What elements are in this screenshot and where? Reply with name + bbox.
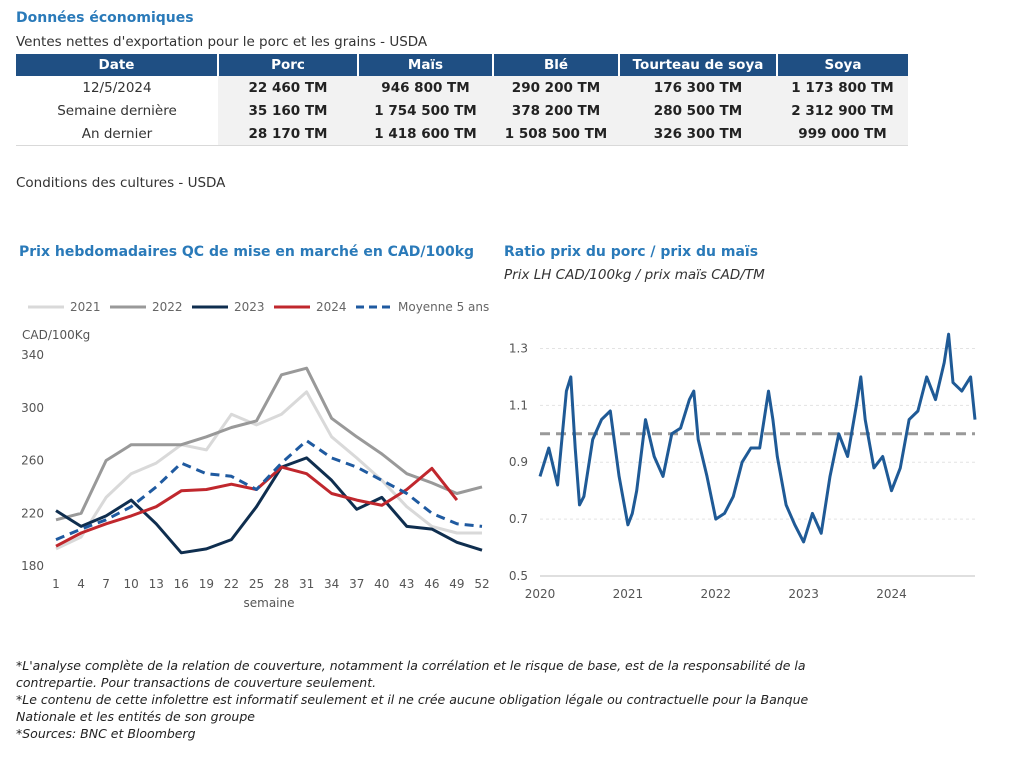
- x-tick-label: 4: [77, 577, 85, 591]
- table-cell: 1 754 500 TM: [358, 99, 493, 122]
- table-header-row: Date Porc Maïs Blé Tourteau de soya Soya: [16, 54, 908, 76]
- x-tick-label: 2023: [788, 587, 819, 601]
- x-tick-label: 49: [449, 577, 464, 591]
- column-header: Date: [16, 54, 219, 76]
- series-line: [538, 332, 977, 544]
- column-header: Blé: [493, 54, 620, 76]
- table-cell: 1 508 500 TM: [493, 122, 619, 146]
- table-cell: 378 200 TM: [493, 99, 619, 122]
- left-chart-title: Prix hebdomadaires QC de mise en marché …: [19, 244, 475, 260]
- y-tick-label: 300: [21, 401, 44, 415]
- x-tick-label: 2022: [700, 587, 731, 601]
- table-subtitle: Ventes nettes d'exportation pour le porc…: [16, 34, 428, 50]
- footnote: *L'analyse complète de la relation de co…: [16, 658, 806, 690]
- legend-item: Moyenne 5 ans: [356, 300, 489, 314]
- table-cell: 176 300 TM: [619, 76, 777, 99]
- x-tick-label: 22: [224, 577, 239, 591]
- export-sales-table: Date Porc Maïs Blé Tourteau de soya Soya…: [16, 54, 908, 146]
- table-cell: 280 500 TM: [619, 99, 777, 122]
- x-tick-label: 19: [199, 577, 214, 591]
- x-tick-label: 7: [102, 577, 110, 591]
- series-line: [55, 366, 483, 522]
- x-tick-label: 40: [374, 577, 389, 591]
- x-tick-label: 1: [52, 577, 60, 591]
- y-axis-label: CAD/100Kg: [22, 328, 90, 342]
- x-tick-label: 43: [399, 577, 414, 591]
- legend-item: 2024: [274, 300, 347, 314]
- legend-label: 2023: [234, 300, 265, 314]
- column-header: Soya: [777, 54, 908, 76]
- table-cell: 326 300 TM: [619, 122, 777, 146]
- x-tick-label: 46: [424, 577, 439, 591]
- legend-item: 2021: [28, 300, 101, 314]
- right-chart-subtitle: Prix LH CAD/100kg / prix maïs CAD/TM: [504, 267, 765, 283]
- x-tick-label: 52: [474, 577, 489, 591]
- x-axis-label: semaine: [244, 596, 295, 610]
- section-title: Données économiques: [16, 10, 194, 26]
- table-row: Semaine dernière 35 160 TM 1 754 500 TM …: [16, 99, 908, 122]
- footnote: *Le contenu de cette infolettre est info…: [16, 692, 809, 724]
- column-header: Tourteau de soya: [619, 54, 778, 76]
- series-line: [55, 439, 483, 541]
- footnotes: *L'analyse complète de la relation de co…: [16, 657, 866, 742]
- row-label: 12/5/2024: [82, 79, 152, 96]
- table-cell: 2 312 900 TM: [777, 99, 908, 122]
- crop-conditions-title: Conditions des cultures - USDA: [16, 175, 226, 191]
- y-tick-label: 220: [21, 506, 44, 520]
- legend-label: 2022: [152, 300, 183, 314]
- table-cell: 999 000 TM: [777, 122, 908, 146]
- series-line: [55, 456, 483, 555]
- table-cell: 1 173 800 TM: [777, 76, 908, 99]
- y-tick-label: 180: [21, 559, 44, 573]
- legend-label: Moyenne 5 ans: [398, 300, 489, 314]
- x-tick-label: 37: [349, 577, 364, 591]
- y-tick-label: 0.9: [509, 455, 528, 469]
- table-cell: 35 160 TM: [218, 99, 358, 122]
- y-tick-label: 0.5: [509, 569, 528, 583]
- x-tick-label: 16: [174, 577, 189, 591]
- x-tick-label: 28: [274, 577, 289, 591]
- table-row: An dernier 28 170 TM 1 418 600 TM 1 508 …: [16, 122, 908, 146]
- table-cell: 946 800 TM: [358, 76, 493, 99]
- hog-corn-ratio-chart: 0.5 0.7 0.9 1.1 1.3 2020 2021 2022 2023 2024: [509, 332, 977, 601]
- y-tick-label: 1.1: [509, 398, 528, 412]
- x-tick-label: 10: [124, 577, 139, 591]
- row-label: An dernier: [16, 122, 218, 146]
- y-tick-label: 260: [21, 454, 44, 468]
- legend-item: 2022: [110, 300, 183, 314]
- x-tick-label: 25: [249, 577, 264, 591]
- x-tick-label: 31: [299, 577, 314, 591]
- x-tick-label: 34: [324, 577, 339, 591]
- column-header: Porc: [218, 54, 359, 76]
- column-header: Maïs: [358, 54, 494, 76]
- row-label: Semaine dernière: [57, 102, 177, 119]
- table-cell: 22 460 TM: [218, 76, 358, 99]
- legend-item: 2023: [192, 300, 265, 314]
- x-tick-label: 2024: [876, 587, 907, 601]
- legend-label: 2021: [70, 300, 101, 314]
- table-cell: 28 170 TM: [218, 122, 358, 146]
- weekly-price-chart: 2021 2022 2023 2024 Moyenne 5 ans CAD/100Kg 18…: [21, 300, 490, 610]
- right-chart-title: Ratio prix du porc / prix du maïs: [504, 244, 759, 260]
- x-tick-label: 13: [149, 577, 164, 591]
- y-tick-label: 340: [21, 348, 44, 362]
- footnote: *Sources: BNC et Bloomberg: [16, 726, 196, 741]
- table-cell: 1 418 600 TM: [358, 122, 493, 146]
- x-tick-label: 2021: [613, 587, 644, 601]
- y-tick-label: 0.7: [509, 512, 528, 526]
- series-line: [55, 390, 482, 551]
- legend-label: 2024: [316, 300, 347, 314]
- table-row: 12/5/2024 22 460 TM 946 800 TM 290 200 T…: [16, 76, 908, 99]
- x-tick-label: 2020: [525, 587, 556, 601]
- table-cell: 290 200 TM: [493, 76, 619, 99]
- y-tick-label: 1.3: [509, 341, 528, 355]
